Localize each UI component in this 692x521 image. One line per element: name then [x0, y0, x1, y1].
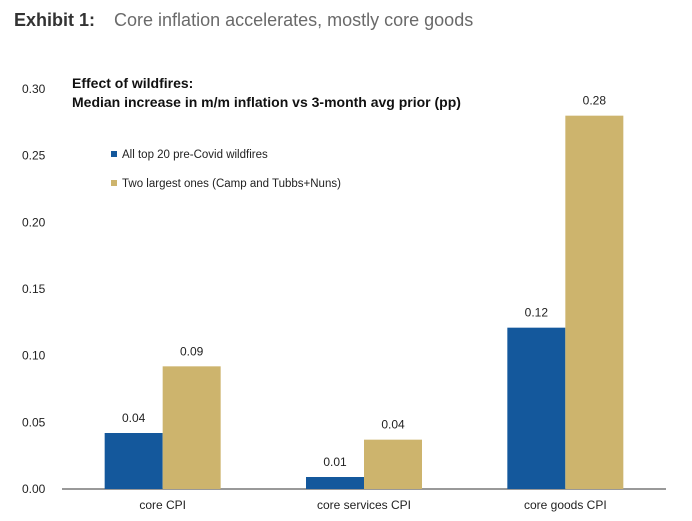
bar — [565, 115, 624, 490]
legend-label: All top 20 pre-Covid wildfires — [122, 149, 268, 161]
data-label: 0.04 — [381, 418, 405, 432]
bar — [507, 327, 566, 489]
y-tick-label: 0.00 — [22, 482, 46, 496]
chart-title: Effect of wildfires: — [72, 75, 193, 91]
bar — [306, 477, 364, 489]
chart-subtitle: Median increase in m/m inflation vs 3-mo… — [72, 94, 461, 110]
bar — [104, 433, 163, 489]
x-tick-label: core CPI — [139, 498, 186, 512]
data-label: 0.28 — [583, 94, 607, 108]
y-tick-label: 0.20 — [22, 215, 46, 229]
y-tick-label: 0.25 — [22, 149, 46, 163]
exhibit-title: Core inflation accelerates, mostly core … — [114, 10, 474, 30]
data-label: 0.09 — [180, 344, 204, 358]
y-tick-label: 0.05 — [22, 415, 46, 429]
legend-swatch — [111, 151, 117, 157]
exhibit-label: Exhibit 1: — [14, 10, 96, 30]
bar — [162, 366, 221, 489]
x-tick-label: core services CPI — [317, 498, 411, 512]
legend-swatch — [111, 180, 117, 186]
bar — [364, 439, 422, 489]
data-label: 0.12 — [525, 306, 549, 320]
data-label: 0.01 — [323, 455, 347, 469]
x-tick-label: core goods CPI — [524, 498, 607, 512]
legend-label: Two largest ones (Camp and Tubbs+Nuns) — [122, 178, 341, 190]
data-label: 0.04 — [122, 411, 146, 425]
y-tick-label: 0.10 — [22, 349, 46, 363]
y-tick-label: 0.15 — [22, 282, 46, 296]
exhibit-header: Exhibit 1: Core inflation accelerates, m… — [14, 10, 473, 31]
y-tick-label: 0.30 — [22, 82, 46, 96]
